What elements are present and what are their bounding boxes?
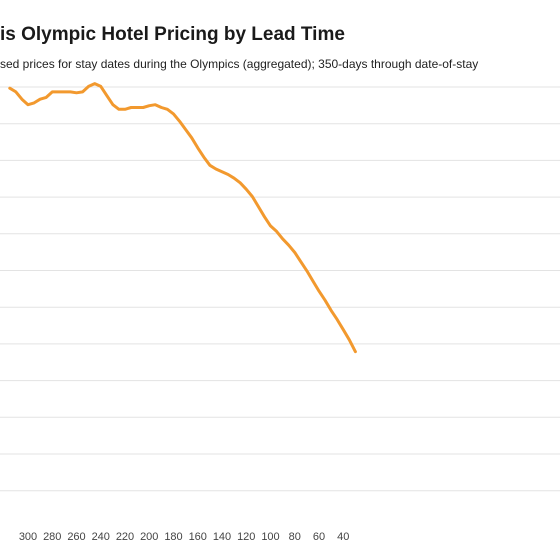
- series-line: [8, 82, 357, 354]
- x-tick-label: 260: [67, 531, 85, 543]
- series-layer: [8, 82, 357, 354]
- x-tick-label: 160: [189, 531, 207, 543]
- gridlines: [0, 86, 560, 492]
- x-tick-label: 220: [116, 531, 134, 543]
- x-tick-label: 100: [261, 531, 279, 543]
- x-tick-label: 200: [140, 531, 158, 543]
- x-tick-label: 180: [164, 531, 182, 543]
- x-tick-label: 280: [43, 531, 61, 543]
- x-tick-label: 240: [92, 531, 110, 543]
- x-tick-label: 300: [19, 531, 37, 543]
- x-tick-label: 80: [289, 531, 301, 543]
- x-tick-label: 120: [237, 531, 255, 543]
- x-tick-label: 140: [213, 531, 231, 543]
- x-axis-ticks: 300 280 260 240 220 200 180 160 140 120 100 80 60 40: [19, 531, 350, 543]
- chart-subtitle: sed prices for stay dates during the Oly…: [0, 57, 479, 71]
- x-tick-label: 40: [337, 531, 349, 543]
- x-tick-label: 60: [313, 531, 325, 543]
- chart-title: is Olympic Hotel Pricing by Lead Time: [0, 24, 345, 45]
